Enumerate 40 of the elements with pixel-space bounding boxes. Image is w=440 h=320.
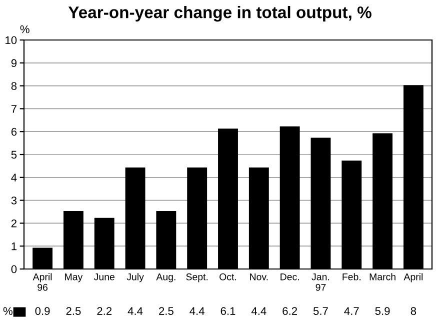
x-tick-label: April <box>404 273 423 282</box>
data-label: 4.4 <box>251 307 266 315</box>
chart-title: Year-on-year change in total output, % <box>68 6 372 22</box>
data-label: 4.4 <box>190 307 204 315</box>
x-tick-label: June <box>94 274 114 280</box>
data-label: 4.4 <box>128 307 143 315</box>
x-tick-label: Feb. <box>342 273 360 280</box>
x-tick-label: Dec. <box>280 274 299 280</box>
data-label: 4.7 <box>344 307 359 315</box>
data-label: 6.1 <box>220 307 236 315</box>
data-label: 0.9 <box>35 307 50 315</box>
data-label: 2.5 <box>66 307 81 315</box>
x-tick-label: Sept. <box>186 273 208 282</box>
data-label: 6.2 <box>282 307 297 315</box>
y-tick-label: 8 <box>11 82 17 90</box>
data-label: 5.9 <box>375 307 390 315</box>
x-tick-label: Aug. <box>156 274 176 282</box>
x-tick-label: Oct. <box>220 273 236 280</box>
data-label: 2.2 <box>97 307 112 315</box>
data-label: 8 <box>410 307 416 315</box>
y-tick-label: 1 <box>12 242 17 250</box>
x-tick-label: Nov. <box>250 274 268 280</box>
x-tick-label: July <box>126 273 144 282</box>
x-tick-label: May <box>65 274 83 282</box>
x-tick-label: April 96 <box>32 273 52 291</box>
y-axis-title: % <box>20 25 30 34</box>
data-label: 2.5 <box>159 307 174 315</box>
legend-label: % <box>3 307 12 315</box>
x-tick-label: March <box>370 273 396 280</box>
y-tick-label: 4 <box>11 174 17 182</box>
data-label: 5.7 <box>313 307 328 315</box>
y-tick-label: 3 <box>11 196 17 204</box>
y-tick-label: 6 <box>11 128 17 136</box>
y-tick-label: 7 <box>11 105 16 113</box>
y-tick-label: 9 <box>11 59 17 68</box>
y-tick-label: 5 <box>11 150 17 159</box>
y-tick-label: 2 <box>11 219 16 228</box>
y-tick-label: 10 <box>6 36 17 44</box>
x-tick-label: Jan. 97 <box>312 274 330 291</box>
y-tick-label: 0 <box>11 265 17 274</box>
